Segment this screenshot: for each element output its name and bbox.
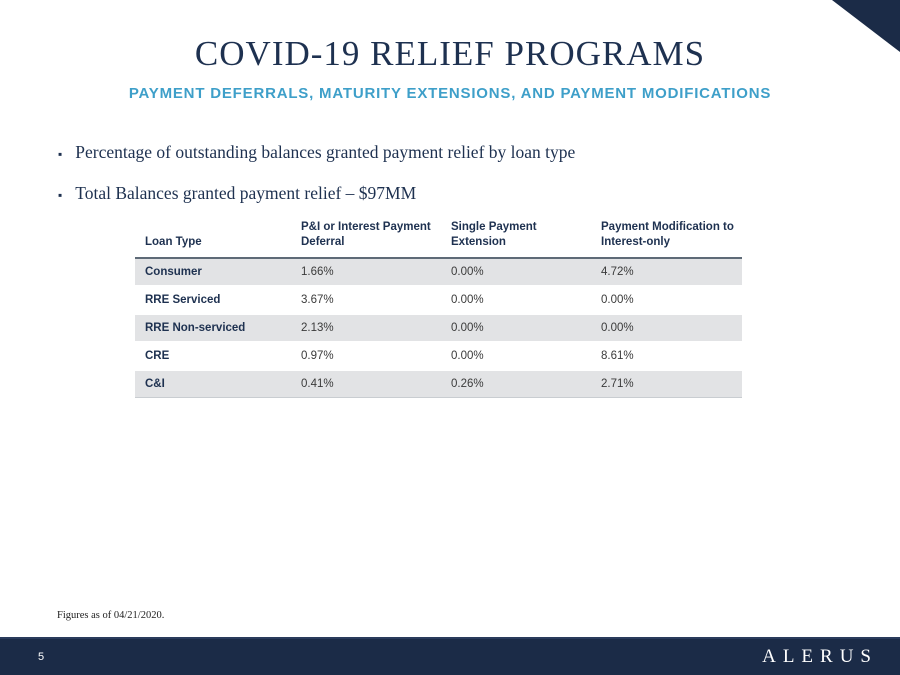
footer-bar: 5 ALERUS bbox=[0, 637, 900, 675]
table-header-row: Loan Type P&I or Interest Payment Deferr… bbox=[135, 220, 742, 259]
value-cell: 2.13% bbox=[301, 321, 334, 334]
column-header-payment-modification: Payment Modification to Interest-only bbox=[591, 220, 742, 259]
value-cell: 2.71% bbox=[601, 378, 634, 391]
loan-type-cell: Consumer bbox=[145, 265, 202, 278]
bullet-list: ▪ Percentage of outstanding balances gra… bbox=[58, 142, 848, 224]
page-number: 5 bbox=[38, 651, 45, 663]
loan-type-cell: C&I bbox=[145, 378, 165, 391]
value-cell: 0.00% bbox=[451, 349, 484, 362]
square-bullet-icon: ▪ bbox=[58, 188, 63, 202]
slide-title: COVID-19 RELIEF PROGRAMS bbox=[194, 34, 706, 73]
alerus-logo: ALERUS bbox=[762, 646, 878, 667]
loan-type-cell: RRE Serviced bbox=[145, 293, 221, 306]
value-cell: 0.00% bbox=[451, 293, 484, 306]
corner-triangle-decoration bbox=[832, 0, 900, 52]
value-cell: 4.72% bbox=[601, 265, 634, 278]
table-row: C&I 0.41% 0.26% 2.71% bbox=[135, 369, 742, 398]
value-cell: 0.00% bbox=[601, 321, 634, 334]
table-row: RRE Non-serviced 2.13% 0.00% 0.00% bbox=[135, 313, 742, 342]
value-cell: 0.97% bbox=[301, 349, 334, 362]
column-header-single-payment-extension: Single Payment Extension bbox=[441, 220, 591, 259]
value-cell: 0.26% bbox=[451, 378, 484, 391]
table-row: Consumer 1.66% 0.00% 4.72% bbox=[135, 257, 742, 286]
bullet-item: ▪ Percentage of outstanding balances gra… bbox=[58, 142, 848, 163]
column-header-payment-deferral: P&I or Interest Payment Deferral bbox=[291, 220, 441, 259]
loan-type-cell: RRE Non-serviced bbox=[145, 321, 246, 334]
table-row: RRE Serviced 3.67% 0.00% 0.00% bbox=[135, 286, 742, 314]
value-cell: 1.66% bbox=[301, 265, 334, 278]
footnote: Figures as of 04/21/2020. bbox=[57, 610, 165, 621]
bullet-item: ▪ Total Balances granted payment relief … bbox=[58, 183, 848, 204]
value-cell: 3.67% bbox=[301, 293, 334, 306]
bullet-text: Total Balances granted payment relief – … bbox=[75, 183, 417, 203]
slide-subtitle: PAYMENT DEFERRALS, MATURITY EXTENSIONS, … bbox=[128, 85, 772, 102]
column-header-loan-type: Loan Type bbox=[135, 220, 291, 259]
loan-type-cell: CRE bbox=[145, 349, 170, 362]
table-row: CRE 0.97% 0.00% 8.61% bbox=[135, 342, 742, 370]
value-cell: 0.00% bbox=[451, 321, 484, 334]
value-cell: 0.41% bbox=[301, 378, 334, 391]
value-cell: 0.00% bbox=[601, 293, 634, 306]
square-bullet-icon: ▪ bbox=[58, 147, 63, 161]
value-cell: 8.61% bbox=[601, 349, 634, 362]
relief-table: Loan Type P&I or Interest Payment Deferr… bbox=[135, 220, 742, 398]
bullet-text: Percentage of outstanding balances grant… bbox=[75, 142, 576, 162]
value-cell: 0.00% bbox=[451, 265, 484, 278]
